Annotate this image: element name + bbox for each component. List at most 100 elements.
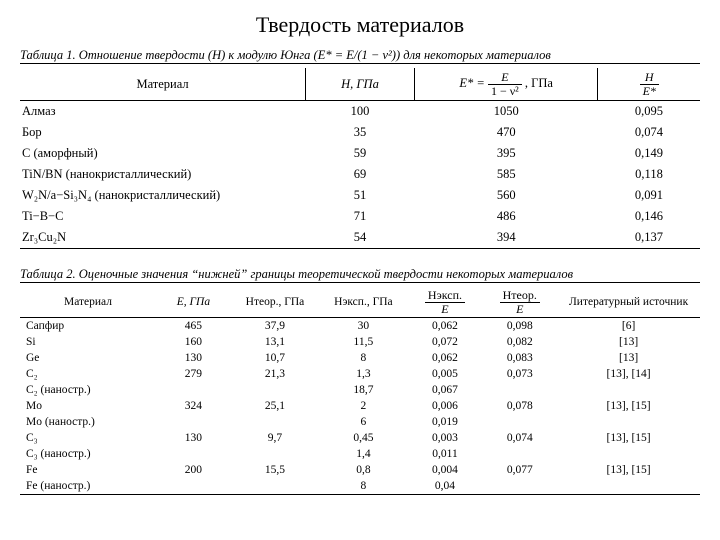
t1-H: 71 <box>306 206 415 227</box>
t2-rexp: 0,006 <box>408 398 483 414</box>
t1-material: Ti−B−C <box>20 206 306 227</box>
t2-material: Mo (наностр.) <box>20 414 156 430</box>
t2-material: Si <box>20 334 156 350</box>
t2-E: 200 <box>156 462 231 478</box>
t2-rteor: 0,078 <box>482 398 557 414</box>
t2-src <box>557 414 700 430</box>
t2-E <box>156 382 231 398</box>
t2-Hteor: 10,7 <box>231 350 319 366</box>
t1-E: 395 <box>414 143 598 164</box>
table-row: W₂N/a−Si₃N₄ (нанокристаллический)515600,… <box>20 185 700 206</box>
t2-Hteor <box>231 382 319 398</box>
t1-ratio: 0,137 <box>598 227 700 249</box>
table-row: Fe20015,50,80,0040,077[13], [15] <box>20 462 700 478</box>
t2-E <box>156 478 231 495</box>
t1-ratio: 0,074 <box>598 122 700 143</box>
t1-h-ratio: H E* <box>598 68 700 101</box>
t2-Hteor: 9,7 <box>231 430 319 446</box>
table-row: Ge13010,780,0620,083[13] <box>20 350 700 366</box>
t1-h-H: H, ГПа <box>306 68 415 101</box>
t2-material: C₂ (наностр.) <box>20 382 156 398</box>
t2-src: [13] <box>557 350 700 366</box>
t1-ratio: 0,146 <box>598 206 700 227</box>
t2-E <box>156 414 231 430</box>
t2-rexp: 0,072 <box>408 334 483 350</box>
t2-Hteor: 15,5 <box>231 462 319 478</box>
t2-Hexp: 0,8 <box>319 462 407 478</box>
t2-src: [13], [14] <box>557 366 700 382</box>
table-row: Алмаз10010500,095 <box>20 101 700 123</box>
t2-E: 465 <box>156 318 231 335</box>
t2-material: Ge <box>20 350 156 366</box>
t2-Hexp: 0,45 <box>319 430 407 446</box>
t2-rteor: 0,098 <box>482 318 557 335</box>
t1-H: 100 <box>306 101 415 123</box>
t1-ratio: 0,149 <box>598 143 700 164</box>
t2-h-src: Литературный источник <box>557 287 700 318</box>
t2-h-material: Материал <box>20 287 156 318</box>
t2-src <box>557 382 700 398</box>
t1-material: TiN/BN (нанокристаллический) <box>20 164 306 185</box>
t1-H: 59 <box>306 143 415 164</box>
t2-rteor: 0,082 <box>482 334 557 350</box>
t1-ratio: 0,091 <box>598 185 700 206</box>
table1-caption: Таблица 1. Отношение твердости (H) к мод… <box>20 48 700 64</box>
t2-E: 324 <box>156 398 231 414</box>
table-row: Si16013,111,50,0720,082[13] <box>20 334 700 350</box>
t1-E: 486 <box>414 206 598 227</box>
t2-Hexp: 2 <box>319 398 407 414</box>
t2-material: Fe (наностр.) <box>20 478 156 495</box>
table1: Материал H, ГПа E* = E 1 − ν² , ГПа H E*… <box>20 68 700 249</box>
t2-Hexp: 18,7 <box>319 382 407 398</box>
t2-rexp: 0,004 <box>408 462 483 478</box>
table-row: TiN/BN (нанокристаллический)695850,118 <box>20 164 700 185</box>
t2-material: Mo <box>20 398 156 414</box>
table-row: Fe (наностр.) 80,04 <box>20 478 700 495</box>
t1-H: 35 <box>306 122 415 143</box>
t2-src: [6] <box>557 318 700 335</box>
t2-rexp: 0,04 <box>408 478 483 495</box>
t2-rexp: 0,062 <box>408 318 483 335</box>
table-row: Mo (наностр.)60,019 <box>20 414 700 430</box>
t1-h-material: Материал <box>20 68 306 101</box>
t2-rexp: 0,005 <box>408 366 483 382</box>
t1-H: 54 <box>306 227 415 249</box>
table-row: C₂27921,31,30,0050,073[13], [14] <box>20 366 700 382</box>
t2-Hexp: 11,5 <box>319 334 407 350</box>
t1-E: 470 <box>414 122 598 143</box>
t2-Hteor <box>231 478 319 495</box>
table-row: C₃ (наностр.)1,40,011 <box>20 446 700 462</box>
t2-rexp: 0,003 <box>408 430 483 446</box>
table-row: Zr₃Cu₂N543940,137 <box>20 227 700 249</box>
t1-h-Estar: E* = E 1 − ν² , ГПа <box>414 68 598 101</box>
page-title: Твердость материалов <box>20 12 700 38</box>
t2-rteor: 0,077 <box>482 462 557 478</box>
t2-rteor: 0,083 <box>482 350 557 366</box>
t1-material: Zr₃Cu₂N <box>20 227 306 249</box>
t2-material: C₃ <box>20 430 156 446</box>
t2-Hexp: 6 <box>319 414 407 430</box>
t2-h-Hteor: Hтеор., ГПа <box>231 287 319 318</box>
table-row: C₃1309,70,450,0030,074[13], [15] <box>20 430 700 446</box>
table-row: C (аморфный)593950,149 <box>20 143 700 164</box>
t2-E: 160 <box>156 334 231 350</box>
table-row: Mo32425,120,0060,078[13], [15] <box>20 398 700 414</box>
t2-src: [13], [15] <box>557 430 700 446</box>
t1-material: Бор <box>20 122 306 143</box>
table2: Материал E, ГПа Hтеор., ГПа Hэксп., ГПа … <box>20 287 700 495</box>
t2-material: C₃ (наностр.) <box>20 446 156 462</box>
t2-Hexp: 1,4 <box>319 446 407 462</box>
t2-rexp: 0,062 <box>408 350 483 366</box>
t2-E: 279 <box>156 366 231 382</box>
t2-h-rexp: Hэксп.E <box>408 287 483 318</box>
t2-rteor <box>482 382 557 398</box>
t1-E: 585 <box>414 164 598 185</box>
t2-Hexp: 8 <box>319 478 407 495</box>
t2-Hteor: 21,3 <box>231 366 319 382</box>
t1-E: 1050 <box>414 101 598 123</box>
t2-Hteor <box>231 414 319 430</box>
t2-Hteor: 25,1 <box>231 398 319 414</box>
t1-ratio: 0,095 <box>598 101 700 123</box>
t1-material: C (аморфный) <box>20 143 306 164</box>
t2-rteor <box>482 414 557 430</box>
